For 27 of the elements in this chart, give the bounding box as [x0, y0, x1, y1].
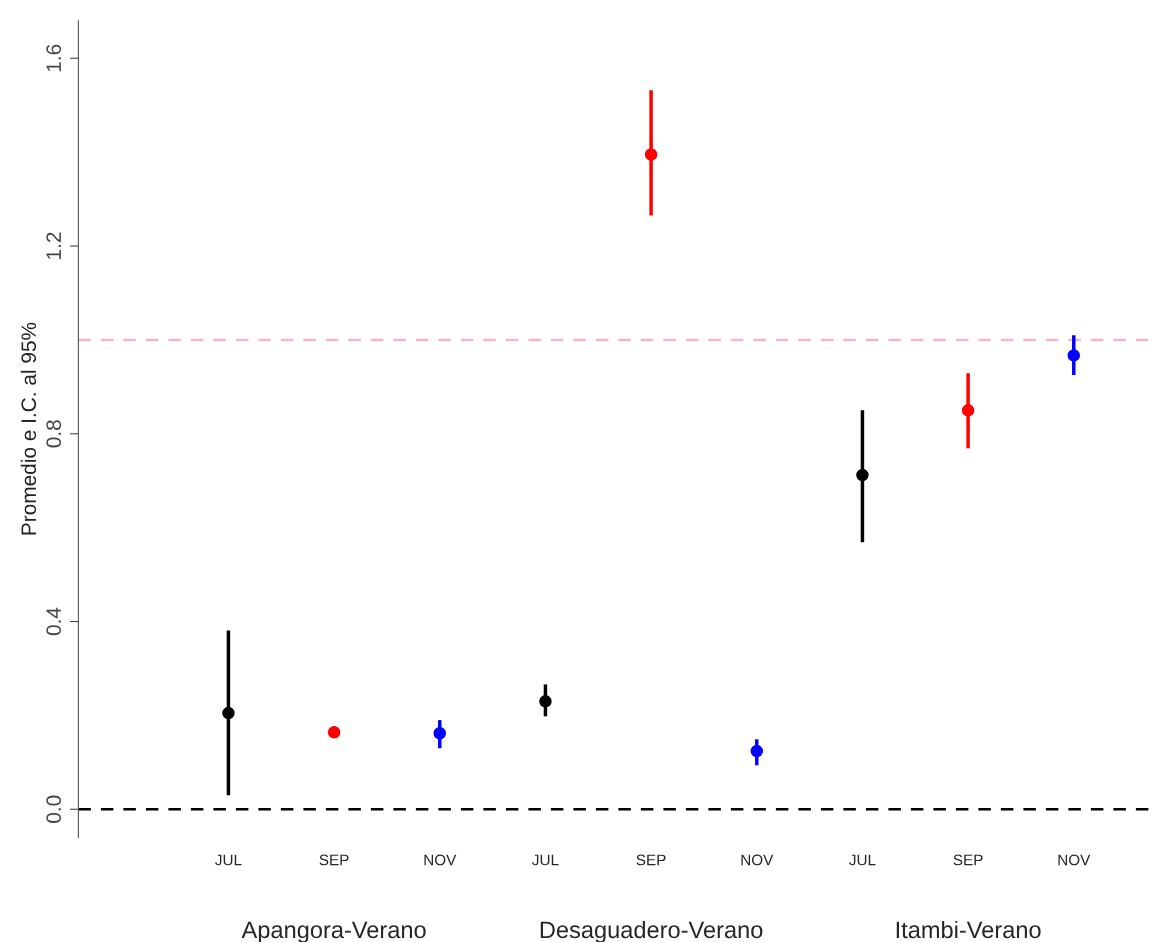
x-tick-label: SEP: [953, 854, 983, 866]
x-tick-label: NOV: [741, 854, 774, 866]
x-tick-label: SEP: [319, 854, 349, 866]
point: [856, 468, 869, 482]
x-tick-label: JUL: [532, 854, 559, 866]
text: Apangora-Verano: [241, 921, 426, 942]
y-tick-label: 0.4: [46, 607, 62, 636]
x-tick-label: JUL: [215, 854, 242, 866]
point: [644, 148, 658, 161]
point: [222, 706, 235, 720]
y-tick-label: 0.8: [46, 420, 62, 448]
x-tick-label: NOV: [424, 854, 457, 866]
y-axis-title: Promedio e I.C. al 95%: [20, 322, 37, 535]
point: [750, 744, 764, 758]
point: [1067, 349, 1081, 362]
y-tick-label: 0.0: [46, 795, 62, 823]
text: Itambi-Verano: [896, 920, 1041, 939]
point: [433, 726, 447, 740]
y-tick-label: 1.2: [46, 232, 61, 259]
text: Desaguadero-Verano: [540, 920, 763, 942]
point: [961, 404, 975, 417]
point: [539, 695, 552, 708]
point: [327, 726, 341, 739]
x-tick-label: JUL: [849, 854, 876, 866]
x-tick-label: SEP: [636, 854, 666, 866]
x-tick-label: NOV: [1058, 854, 1091, 866]
y-tick-label: 1.6: [46, 44, 62, 72]
